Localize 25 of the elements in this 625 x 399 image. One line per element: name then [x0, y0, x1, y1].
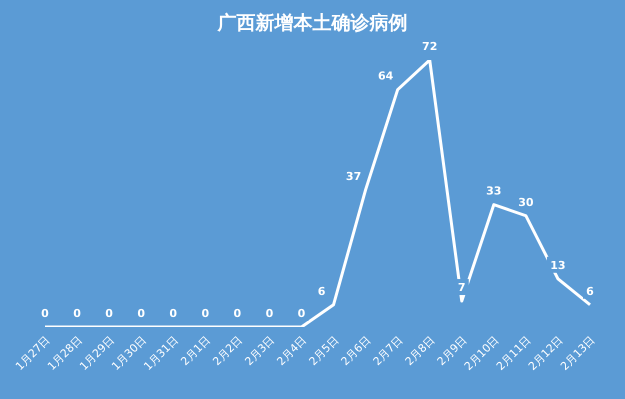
data-label: 7 [458, 281, 466, 294]
data-label: 64 [378, 70, 394, 83]
x-tick-label: 2月1日 [178, 333, 213, 368]
data-label: 0 [73, 307, 82, 320]
x-tick-label: 2月6日 [338, 333, 374, 368]
x-tick-label: 2月8日 [402, 333, 438, 368]
data-label: 0 [234, 307, 242, 320]
x-tick-label: 2月7日 [370, 333, 406, 368]
data-label: 0 [201, 307, 210, 320]
data-label: 37 [346, 170, 362, 183]
chart-title: 广西新增本土确诊病例 [216, 11, 408, 36]
data-label: 33 [486, 184, 502, 198]
data-label: 13 [550, 258, 566, 272]
data-label: 0 [41, 307, 50, 320]
data-label: 0 [105, 307, 114, 320]
data-label: 0 [298, 307, 306, 320]
x-tick-label: 2月2日 [210, 333, 245, 368]
data-label: 0 [266, 307, 274, 320]
data-label: 0 [169, 307, 178, 320]
x-tick-label: 2月5日 [306, 333, 342, 368]
data-label: 0 [137, 307, 146, 320]
data-label: 6 [586, 284, 594, 298]
data-label: 72 [422, 40, 438, 53]
data-label: 6 [318, 284, 326, 298]
data-label: 30 [518, 196, 534, 209]
